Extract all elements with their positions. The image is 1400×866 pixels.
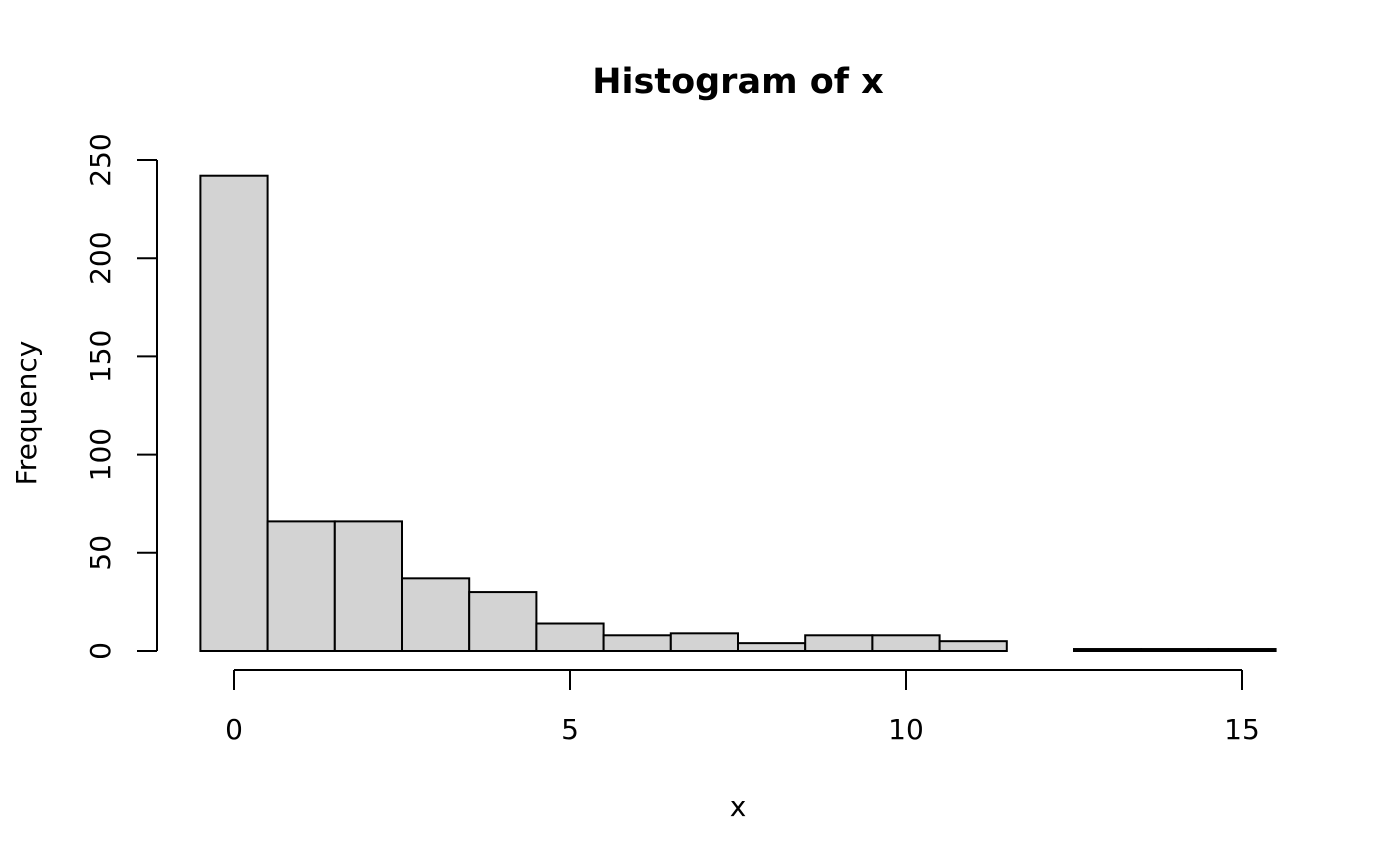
histogram-bar — [1207, 648, 1277, 653]
x-tick-label: 10 — [888, 713, 924, 746]
x-tick-label: 15 — [1224, 713, 1260, 746]
x-tick-label: 5 — [561, 713, 579, 746]
x-tick-label: 0 — [225, 713, 243, 746]
y-tick-label: 200 — [84, 231, 117, 284]
x-axis: 0 5 10 15 — [225, 669, 1260, 746]
histogram-bar — [938, 640, 1008, 652]
y-tick-label: 0 — [84, 642, 117, 660]
histogram-bar — [401, 577, 471, 652]
histogram-bar — [468, 591, 538, 653]
y-tick-label: 100 — [84, 428, 117, 481]
chart-title: Histogram of x — [592, 62, 884, 102]
y-tick-label: 50 — [84, 535, 117, 571]
y-axis-label: Frequency — [10, 341, 43, 486]
histogram-bar — [535, 622, 605, 653]
histogram-bar — [804, 634, 874, 653]
histogram-bar — [737, 642, 807, 652]
histogram-bar — [871, 634, 941, 653]
y-tick-label: 250 — [84, 133, 117, 186]
y-axis: 0 50 100 150 200 250 — [84, 133, 158, 660]
histogram-bar — [1073, 648, 1143, 653]
histogram-bar — [333, 520, 403, 652]
histogram-bar — [199, 174, 269, 652]
histogram-bar — [1140, 648, 1210, 653]
bars — [199, 174, 1277, 653]
histogram-bar — [266, 520, 336, 652]
y-tick-label: 150 — [84, 330, 117, 383]
x-axis-label: x — [730, 790, 747, 823]
histogram-bar — [602, 634, 672, 653]
histogram-bar — [669, 632, 739, 652]
